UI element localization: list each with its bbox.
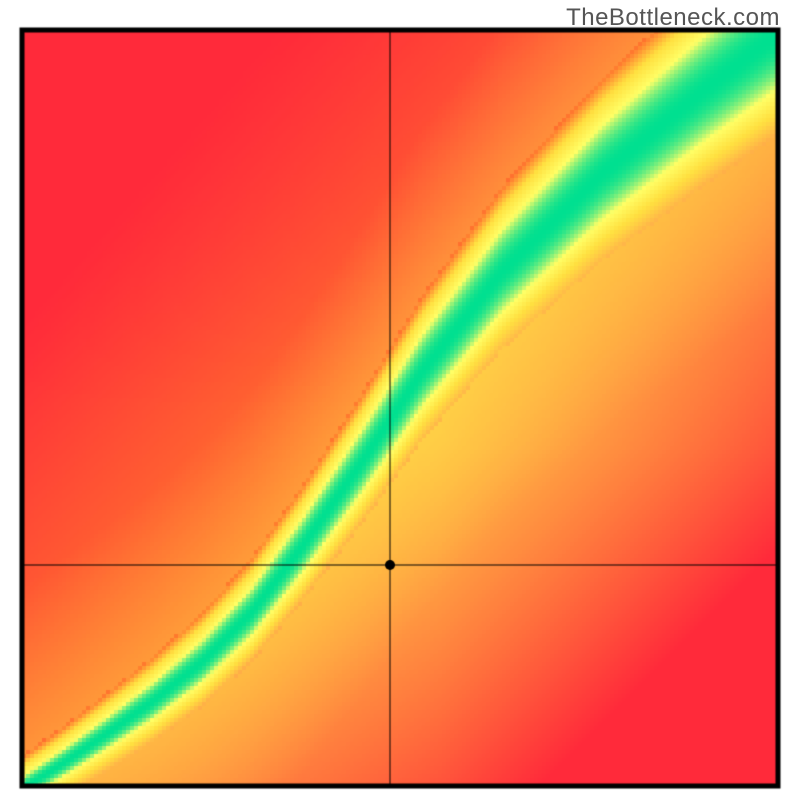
heatmap-canvas [0, 0, 800, 800]
watermark-text: TheBottleneck.com [566, 4, 780, 32]
chart-container: TheBottleneck.com [0, 0, 800, 800]
